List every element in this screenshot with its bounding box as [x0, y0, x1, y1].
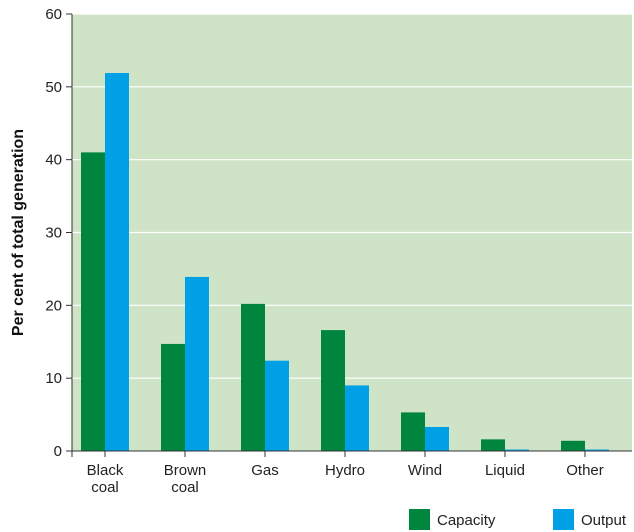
y-tick-label: 50	[45, 79, 62, 96]
bar-output	[345, 385, 369, 451]
legend: Capacity Output	[409, 509, 627, 530]
bar-capacity	[81, 152, 105, 451]
x-tick-label: Wind	[408, 462, 442, 479]
bar-output	[505, 449, 529, 451]
y-axis-title: Per cent of total generation	[10, 129, 27, 336]
bar-capacity	[241, 303, 265, 451]
bar-capacity	[561, 440, 585, 451]
legend-label-output: Output	[581, 512, 627, 529]
bar-output	[105, 72, 129, 452]
bar-capacity	[401, 412, 425, 451]
bar-capacity	[161, 343, 185, 451]
bar-output	[265, 360, 289, 451]
bar-output	[425, 426, 449, 451]
x-tick-label: Brown coal	[164, 462, 207, 496]
y-tick-label: 20	[45, 297, 62, 314]
y-tick-label: 0	[54, 443, 62, 460]
bar-output	[585, 449, 609, 451]
y-tick-label: 40	[45, 152, 62, 169]
bar-capacity	[321, 330, 345, 451]
y-tick-label: 60	[45, 6, 62, 23]
bar-capacity	[481, 439, 505, 451]
x-tick-label: Gas	[251, 462, 279, 479]
x-tick-label: Black coal	[87, 462, 124, 496]
y-tick-label: 10	[45, 370, 62, 387]
bar-output	[185, 276, 209, 451]
y-tick-label: 30	[45, 225, 62, 242]
legend-swatch-output	[553, 509, 574, 530]
x-axis-ticks: Black coal Brown coal Gas Hydro Wind Liquid Othe…	[72, 450, 632, 496]
x-tick-label: Other	[566, 462, 604, 479]
y-axis-ticks: 0 10 20 30 40 50 60	[45, 6, 72, 460]
x-tick-label: Hydro	[325, 462, 365, 479]
bars	[81, 72, 609, 452]
legend-label-capacity: Capacity	[437, 512, 496, 529]
x-tick-label: Liquid	[485, 462, 525, 479]
legend-swatch-capacity	[409, 509, 430, 530]
